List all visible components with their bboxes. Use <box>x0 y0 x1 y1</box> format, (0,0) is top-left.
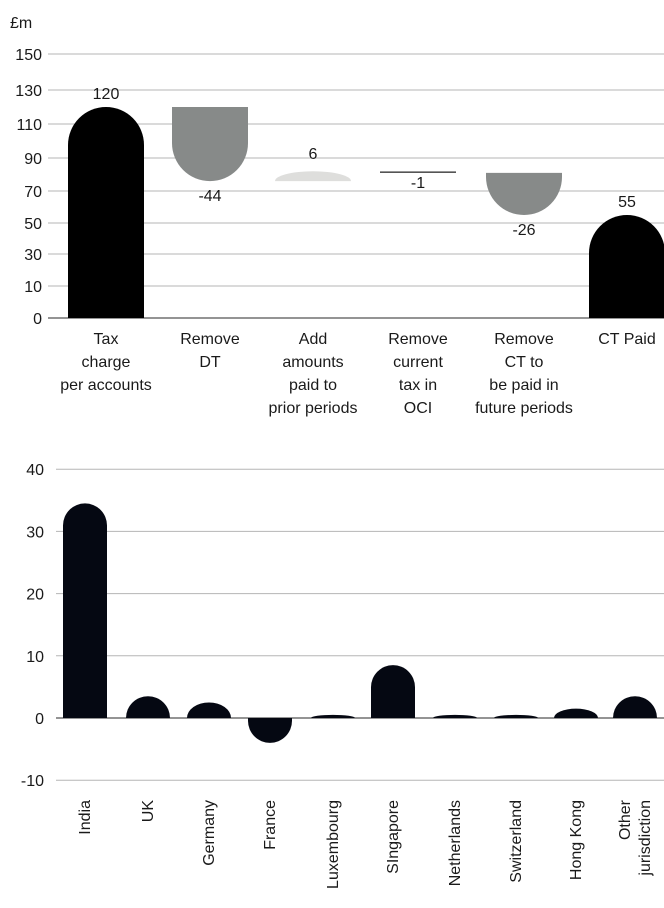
data-label: -26 <box>512 222 535 239</box>
category-label: India <box>77 800 94 835</box>
waterfall-chart: £m 0 10 30 50 70 90 110 130 150 120 -44 6 -1 -26 55 T… <box>10 15 664 417</box>
category-label: Germany <box>201 800 218 866</box>
category-label: Other <box>617 799 634 840</box>
category-label: Remove current tax in OCI <box>388 331 448 417</box>
y-tick-label: 110 <box>16 117 42 134</box>
bar-remove-dt <box>172 107 248 182</box>
bar-uk <box>126 696 170 718</box>
category-label: CT Paid <box>598 331 656 348</box>
category-label: jurisdiction <box>637 800 654 877</box>
y-tick-label: 90 <box>24 151 42 168</box>
chart1-y-ticks: 0 10 30 50 70 90 110 130 150 <box>15 47 42 328</box>
y-tick-label: 150 <box>15 47 42 64</box>
bar-india <box>63 503 107 718</box>
data-label: -44 <box>198 188 221 205</box>
bar-hong-kong <box>554 708 598 718</box>
y-tick-label: 0 <box>35 711 44 728</box>
bar-ct-paid <box>589 215 664 318</box>
jurisdiction-chart: -10 0 10 20 30 40 India UK Germany France Luxembo… <box>21 462 664 889</box>
chart1-bars <box>68 107 664 318</box>
chart2-y-ticks: -10 0 10 20 30 40 <box>21 462 44 790</box>
chart1-data-labels: 120 -44 6 -1 -26 55 <box>93 86 636 239</box>
y-tick-label: 10 <box>24 279 42 296</box>
chart1-gridlines <box>48 53 664 319</box>
chart2-gridlines <box>56 468 664 781</box>
y-tick-label: 0 <box>33 311 42 328</box>
bar-other-jurisdiction <box>613 696 657 718</box>
bar-singapore <box>371 665 415 718</box>
bar-france <box>248 718 292 743</box>
category-label: Add amounts paid to prior periods <box>269 331 358 417</box>
y-axis-unit-label: £m <box>10 15 32 32</box>
category-label: SIngapore <box>385 800 402 874</box>
bar-add-amounts-paid-to-prior-periods <box>275 171 351 182</box>
data-label: 120 <box>93 86 120 103</box>
category-label: France <box>262 800 279 850</box>
y-tick-label: 10 <box>26 649 44 666</box>
bar-switzerland <box>494 714 538 718</box>
category-label: Tax charge per accounts <box>60 331 152 394</box>
y-tick-label: 130 <box>15 83 42 100</box>
category-label: Hong Kong <box>568 800 585 880</box>
y-tick-label: 40 <box>26 462 44 479</box>
chart2-bars <box>63 503 657 743</box>
data-label: 6 <box>309 146 318 163</box>
bar-germany <box>187 702 231 718</box>
chart1-category-labels: Tax charge per accounts Remove DT Add amounts p… <box>60 331 656 417</box>
bar-tax-charge-per-accounts <box>68 107 144 318</box>
y-tick-label: 30 <box>24 247 42 264</box>
data-label: 55 <box>618 194 636 211</box>
y-tick-label: 30 <box>26 524 44 541</box>
y-tick-label: -10 <box>21 773 44 790</box>
bar-luxembourg <box>311 714 355 718</box>
chart2-category-labels: India UK Germany France Luxembourg SIngapore N… <box>77 799 654 889</box>
category-label: Netherlands <box>447 800 464 886</box>
category-label: Luxembourg <box>325 800 342 889</box>
y-tick-label: 50 <box>24 216 42 233</box>
category-label: Remove DT <box>180 331 240 371</box>
category-label: Remove CT to be paid in future periods <box>475 331 573 417</box>
bar-netherlands <box>433 714 477 718</box>
y-tick-label: 20 <box>26 587 44 604</box>
data-label: -1 <box>411 175 425 192</box>
bar-remove-ct-to-be-paid-in-future-periods <box>486 172 562 215</box>
y-tick-label: 70 <box>24 184 42 201</box>
category-label: Switzerland <box>508 800 525 883</box>
category-label: UK <box>140 800 157 823</box>
